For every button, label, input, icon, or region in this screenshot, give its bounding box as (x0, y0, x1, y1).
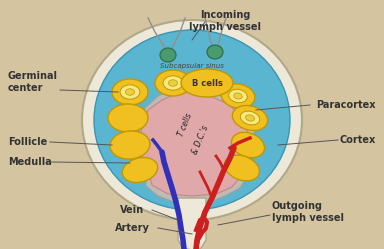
Ellipse shape (155, 70, 191, 96)
Ellipse shape (160, 48, 176, 62)
Ellipse shape (110, 131, 150, 159)
Text: Cortex: Cortex (340, 135, 376, 145)
Ellipse shape (240, 111, 260, 125)
Ellipse shape (120, 85, 140, 99)
Text: T cells: T cells (176, 112, 194, 138)
Ellipse shape (126, 89, 134, 95)
Ellipse shape (163, 76, 183, 90)
Ellipse shape (221, 84, 255, 108)
Ellipse shape (169, 80, 177, 86)
Ellipse shape (246, 115, 255, 121)
Ellipse shape (112, 79, 148, 105)
Text: Artery: Artery (114, 223, 149, 233)
Text: Subcapsular sinus: Subcapsular sinus (160, 63, 224, 69)
Polygon shape (140, 92, 248, 196)
Text: Follicle: Follicle (8, 137, 47, 147)
Ellipse shape (234, 93, 242, 99)
Ellipse shape (207, 45, 223, 59)
Ellipse shape (225, 155, 260, 181)
Text: Paracortex: Paracortex (316, 100, 376, 110)
Text: Vein: Vein (120, 205, 144, 215)
Text: Medulla: Medulla (8, 157, 52, 167)
Polygon shape (178, 198, 206, 249)
Ellipse shape (232, 106, 268, 130)
Text: & D.C.'s: & D.C.'s (190, 124, 210, 156)
Ellipse shape (108, 104, 148, 132)
Ellipse shape (232, 132, 265, 158)
Ellipse shape (94, 30, 290, 210)
Ellipse shape (181, 69, 233, 97)
Text: B cells: B cells (192, 78, 222, 87)
Text: Incoming
lymph vessel: Incoming lymph vessel (189, 10, 261, 32)
Text: Germinal
center: Germinal center (8, 71, 58, 93)
Text: Outgoing
lymph vessel: Outgoing lymph vessel (272, 201, 344, 223)
Ellipse shape (122, 158, 158, 183)
Ellipse shape (229, 89, 247, 103)
Ellipse shape (82, 20, 302, 220)
Polygon shape (138, 87, 255, 204)
